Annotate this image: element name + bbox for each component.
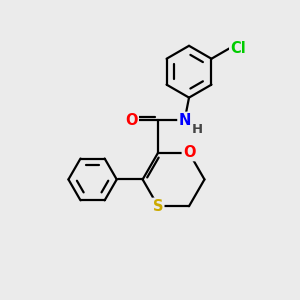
Text: N: N (178, 113, 191, 128)
Text: O: O (125, 113, 138, 128)
Text: S: S (153, 199, 163, 214)
Text: O: O (183, 145, 195, 160)
Text: H: H (191, 123, 203, 136)
Text: Cl: Cl (230, 40, 246, 56)
